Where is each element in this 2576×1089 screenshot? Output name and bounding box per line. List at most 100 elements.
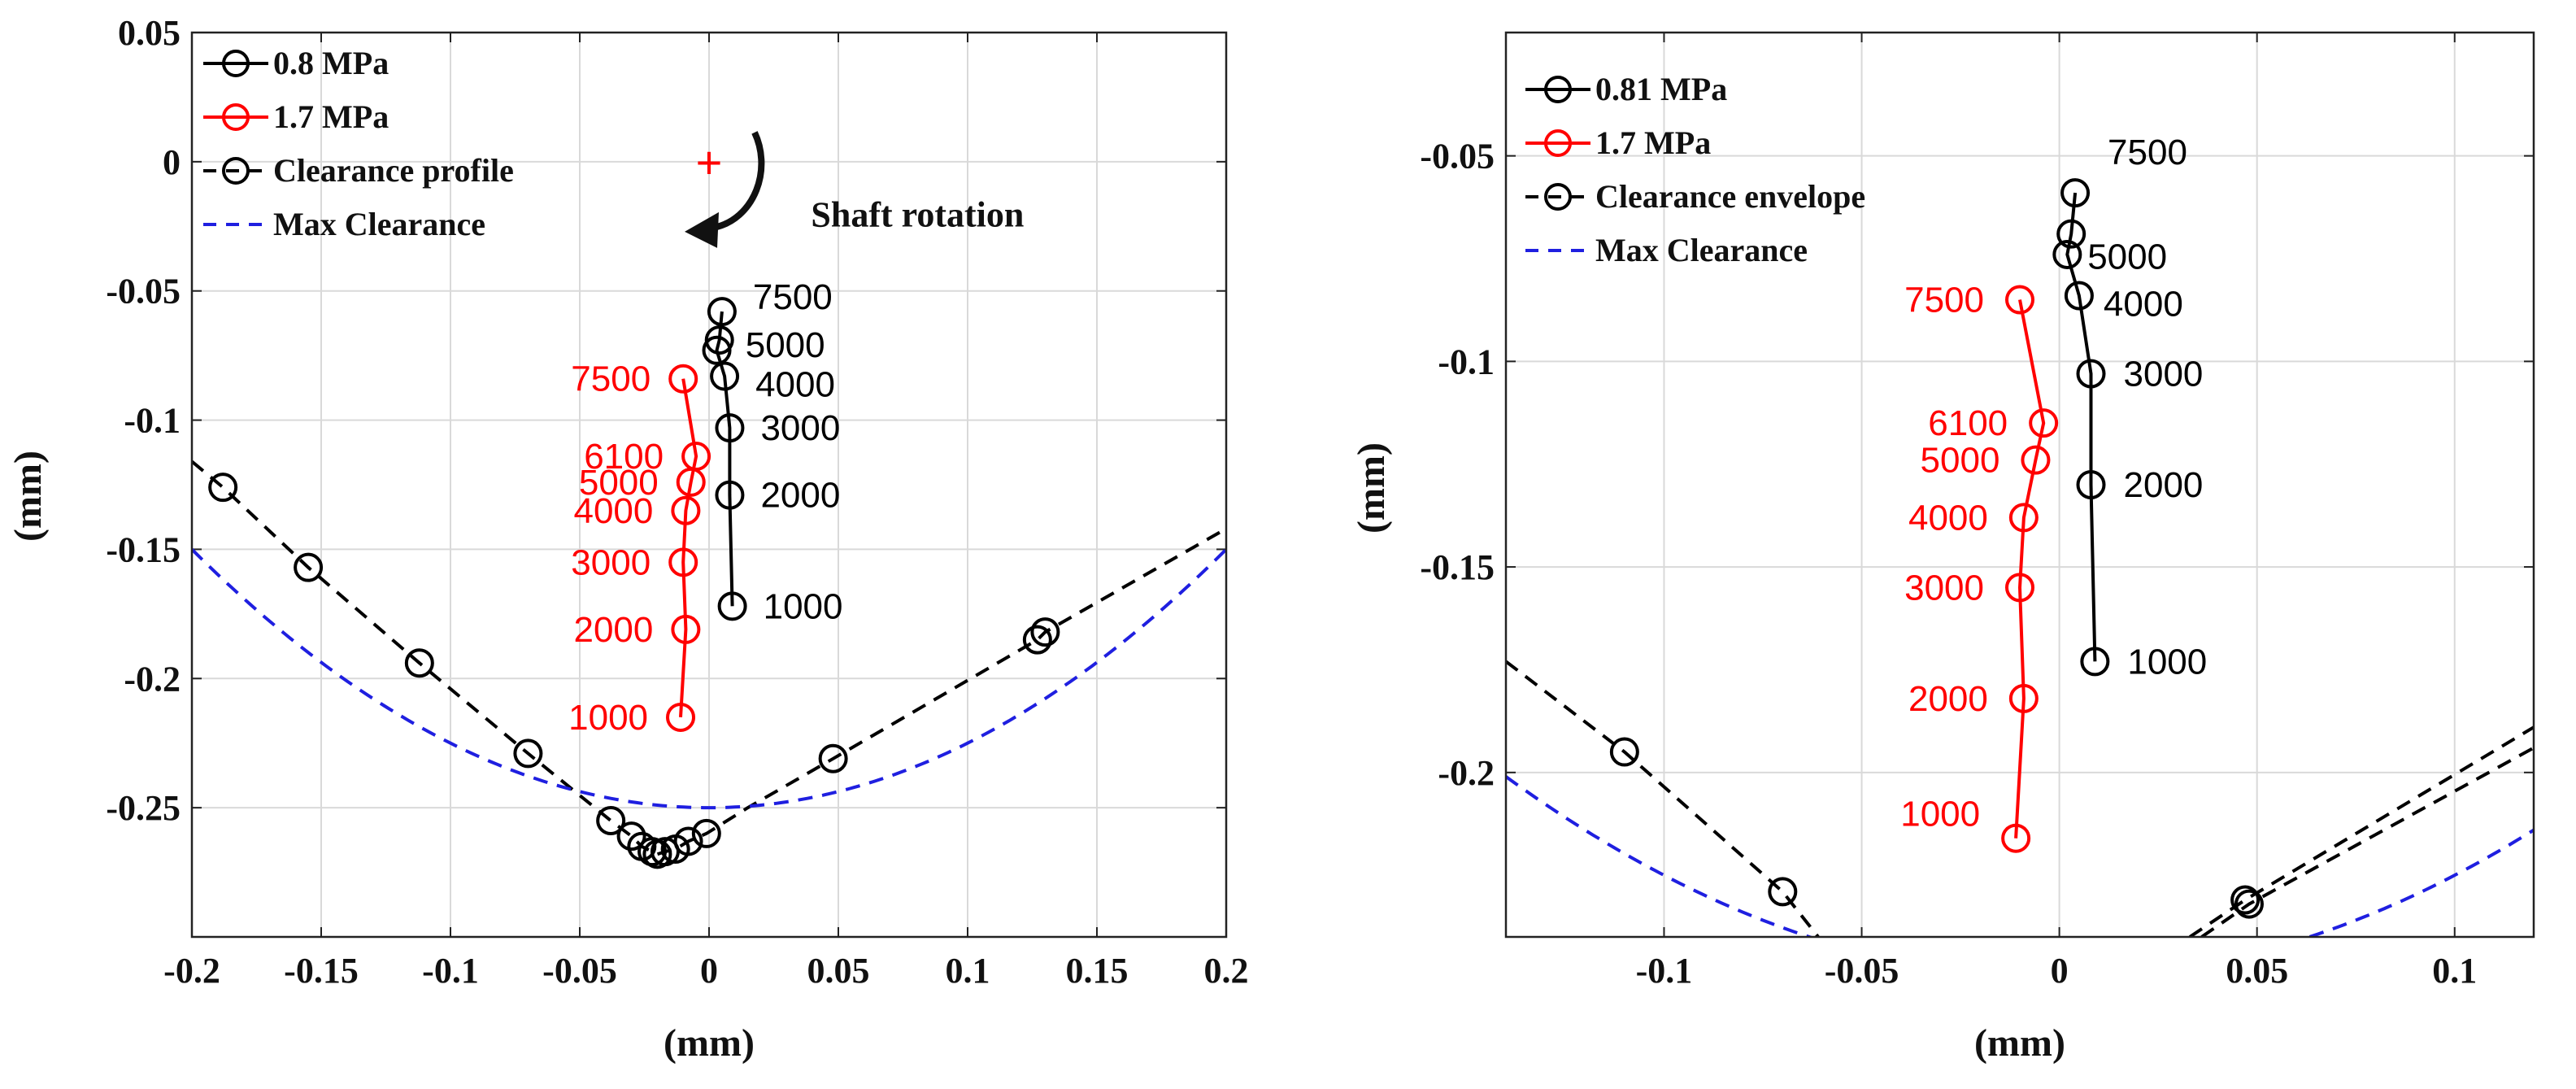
data-label: 5000 [1921,441,2000,481]
legend-marker [1544,76,1572,103]
x-tick-label: -0.05 [542,951,617,991]
data-label: 1000 [1900,795,1980,834]
x-tick-label: 0.1 [946,951,990,991]
data-label: 1000 [2127,642,2207,682]
legend: 0.81 MPa 1.7 MPa Clearance envelope Max Cle… [1525,71,1865,268]
y-tick-label: -0.2 [1438,753,1495,793]
x-tick-label: 0.15 [1066,951,1129,991]
data-point [2001,823,2031,853]
x-axis-label: (mm) [664,1021,755,1065]
chart-left: -0.2 -0.15 -0.1 -0.05 0 0.05 0.1 0.15 0.2 0.05 0 -0… [7,13,1249,1065]
data-label: 6100 [584,437,664,477]
data-point [702,335,732,365]
data-label: 3000 [760,408,840,448]
legend-marker [1544,183,1572,211]
data-label: 2000 [573,610,653,650]
y-tick-label: -0.05 [1420,137,1495,176]
data-label: 7500 [753,277,833,317]
data-point [668,547,698,577]
data-label: 3000 [571,542,651,582]
data-point [717,591,747,621]
data-point [2080,647,2110,677]
data-point [2008,683,2039,713]
data-point [2064,281,2094,311]
y-tick-label: -0.05 [106,272,181,311]
clearance-envelope-right-line [2188,725,2534,937]
x-tick-label: 0.05 [2226,951,2288,991]
data-point [2021,445,2051,475]
data-point [668,364,698,394]
plot-frame [1504,31,2535,939]
data-point [715,413,745,443]
legend-label: Clearance profile [273,152,514,189]
data-label: 4000 [1908,498,1988,538]
0-8-mpa-line [715,311,734,607]
data-label: 5000 [746,325,825,365]
y-tick-label: -0.2 [124,659,181,699]
clearance-profile-line [192,460,1226,856]
data-point [2005,573,2034,603]
data-point [1609,737,1639,767]
data-label: 5000 [2087,237,2167,277]
x-tick-label: 0.05 [807,951,870,991]
data-label: 7500 [571,359,651,399]
plot-frame [190,31,1228,939]
chart-right: -0.1 -0.05 0 0.05 0.1 -0.05 -0.1 -0.15 -0.2 (mm) (… [1350,31,2535,1065]
data-point [616,821,646,852]
data-point [691,818,721,848]
x-tick-label: -0.05 [1825,951,1899,991]
x-axis-label: (mm) [1974,1021,2065,1065]
y-tick-label: -0.1 [124,401,181,441]
data-point [671,614,701,644]
data-point [2052,239,2082,269]
data-point [2008,503,2039,533]
y-tick-label: -0.1 [1438,342,1495,381]
data-point [2234,889,2264,919]
data-point [2005,285,2034,315]
max-clearance-line [1506,775,2534,937]
data-point [2076,359,2106,389]
x-tick-label: 0.2 [1204,951,1249,991]
data-point [681,442,711,472]
shaft-rotation-label: Shaft rotation [811,195,1024,235]
grid [1506,33,2534,937]
data-label: 4000 [755,365,835,405]
x-tick-label: -0.15 [284,951,359,991]
clearance-envelope-right-2-line [2200,746,2534,937]
data-point [1030,617,1060,647]
y-tick-label: 0.05 [118,13,181,53]
x-tick-label: 0 [700,951,718,991]
legend-marker [222,157,250,185]
legend-label: Max Clearance [1595,232,1808,268]
data-point [2029,408,2059,438]
1-7-mpa-line [679,378,698,718]
data-label: 4000 [2104,284,2183,324]
legend-label: Max Clearance [273,206,485,242]
data-label: 3000 [1904,568,1984,608]
0-81-mpa-line [2065,192,2097,662]
x-tick-label: -0.2 [163,951,220,991]
data-point [707,297,737,327]
rotation-arrow-arc [716,131,765,230]
data-label: 1000 [568,698,648,738]
data-label: 5000 [579,463,659,503]
data-label: 6100 [1928,403,2008,443]
data-point [208,473,238,503]
legend-marker [222,103,250,131]
legend-marker [222,50,250,77]
grid [191,32,1227,937]
legend-label: 1.7 MPa [273,98,389,135]
data-point [596,806,626,836]
data-point [404,648,434,678]
clearance-envelope-line [1506,660,1820,937]
data-point [673,826,703,856]
data-point [1768,877,1798,907]
legend-label: 0.81 MPa [1595,71,1727,107]
legend-label: 1.7 MPa [1595,124,1711,161]
plot-area [1506,178,2534,937]
data-label: 3000 [2124,355,2204,394]
data-point [513,738,543,769]
data-point [2230,885,2261,915]
y-tick-label: -0.15 [1420,547,1495,587]
